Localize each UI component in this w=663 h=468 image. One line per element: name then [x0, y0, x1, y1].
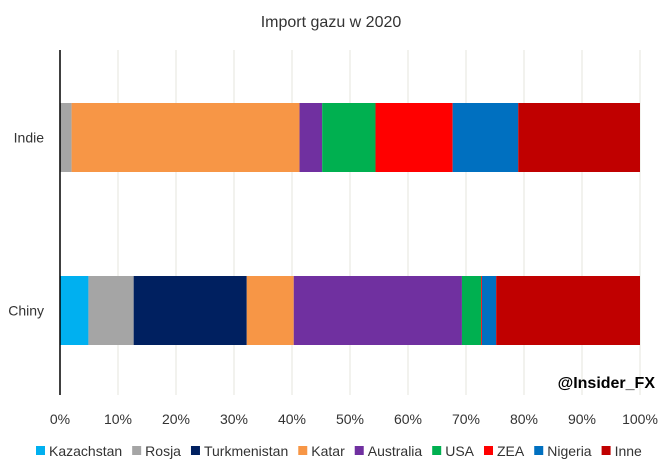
x-tick-label: 10% — [104, 411, 132, 427]
x-tick-label: 80% — [510, 411, 538, 427]
bar-kazachstan-chiny — [60, 276, 89, 345]
legend-label: ZEA — [497, 443, 525, 459]
y-category-label: Chiny — [8, 303, 44, 319]
legend-swatch-katar — [298, 446, 308, 455]
legend-label: USA — [445, 443, 474, 459]
legend-swatch-turkmenistan — [190, 446, 200, 455]
legend-label: Australia — [368, 443, 423, 459]
x-tick-label: 0% — [50, 411, 70, 427]
bar-katar-chiny — [246, 276, 294, 345]
bar-rosja-indie — [60, 103, 72, 172]
bar-australia-chiny — [293, 276, 462, 345]
legend-swatch-kazachstan — [36, 446, 45, 455]
x-tick-label: 90% — [568, 411, 596, 427]
bar-nigeria-chiny — [481, 276, 497, 345]
legend-label: Nigeria — [547, 443, 592, 459]
legend-swatch-inne — [601, 446, 611, 455]
bar-australia-indie — [299, 103, 323, 172]
bar-inne-indie — [518, 103, 640, 172]
x-tick-label: 100% — [622, 411, 658, 427]
legend-label: Kazachstan — [49, 443, 122, 459]
x-tick-label: 20% — [162, 411, 190, 427]
legend-swatch-nigeria — [534, 446, 544, 455]
legend-label: Katar — [311, 443, 345, 459]
bar-nigeria-indie — [452, 103, 519, 172]
bar-inne-chiny — [496, 276, 640, 345]
bar-zea-chiny — [481, 276, 482, 345]
x-tick-label: 50% — [336, 411, 364, 427]
x-tick-label: 30% — [220, 411, 248, 427]
bar-zea-indie — [375, 103, 453, 172]
legend-label: Turkmenistan — [204, 443, 288, 459]
x-tick-label: 40% — [278, 411, 306, 427]
legend-swatch-zea — [484, 446, 493, 455]
bar-katar-indie — [71, 103, 300, 172]
legend-swatch-usa — [432, 446, 442, 455]
bar-turkmenistan-chiny — [133, 276, 247, 345]
x-tick-label: 70% — [452, 411, 480, 427]
watermark: @Insider_FX — [558, 375, 656, 392]
x-tick-label: 60% — [394, 411, 422, 427]
legend-label: Inne — [615, 443, 642, 459]
y-category-label: Indie — [14, 130, 45, 146]
legend-label: Rosja — [145, 443, 181, 459]
legend-swatch-rosja — [132, 446, 142, 455]
bar-usa-indie — [322, 103, 376, 172]
bar-usa-chiny — [461, 276, 482, 345]
bar-rosja-chiny — [88, 276, 134, 345]
legend-swatch-australia — [354, 446, 364, 455]
chart-title: Import gazu w 2020 — [261, 14, 402, 31]
